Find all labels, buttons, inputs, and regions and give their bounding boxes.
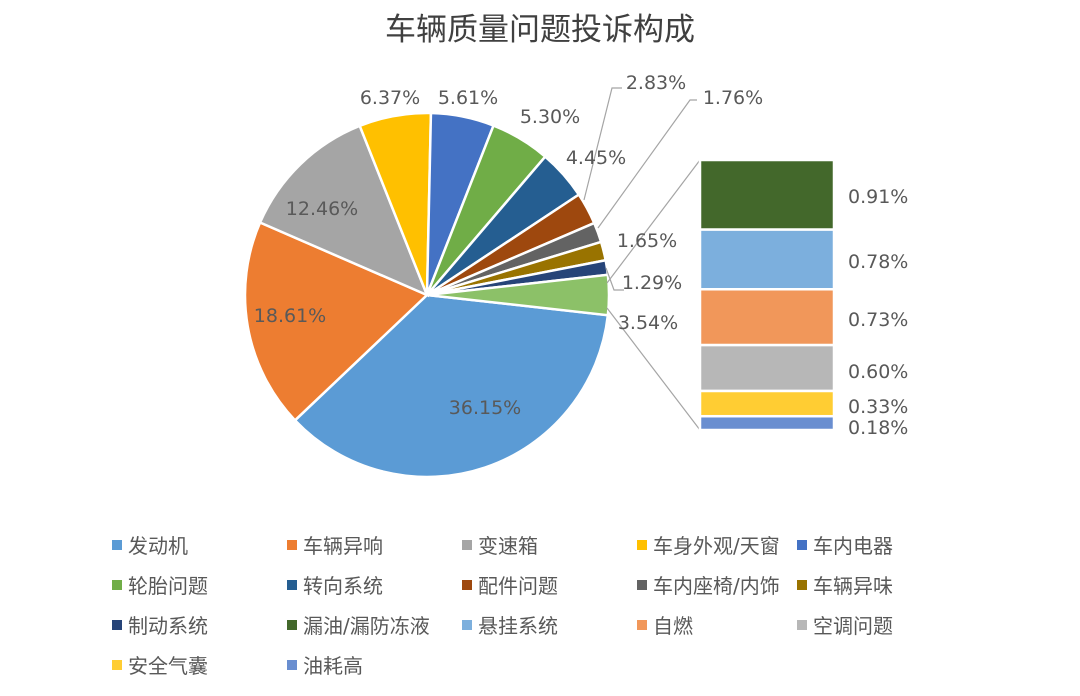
legend-label: 制动系统 [128, 614, 208, 638]
legend-item: 车辆异味 [797, 570, 893, 599]
leader-line [583, 87, 622, 201]
connector-line [606, 307, 701, 431]
legend-label: 空调问题 [813, 614, 893, 638]
legend-swatch [637, 539, 647, 550]
legend-label: 油耗高 [303, 654, 363, 678]
legend-item: 发动机 [112, 530, 188, 559]
legend-item: 变速箱 [462, 530, 538, 559]
bar-segment [698, 389, 836, 418]
legend-swatch [797, 539, 807, 550]
legend-item: 车内电器 [797, 530, 893, 559]
connector-line [606, 159, 701, 284]
bar-segment [698, 343, 836, 393]
data-label: 18.61% [254, 305, 326, 327]
legend-swatch [462, 539, 472, 550]
legend-item: 油耗高 [287, 650, 363, 679]
legend-item: 漏油/漏防冻液 [287, 610, 430, 639]
bar-data-label: 0.18% [848, 417, 908, 439]
legend-swatch [797, 619, 807, 630]
legend-label: 配件问题 [478, 574, 558, 598]
legend-item: 安全气囊 [112, 650, 208, 679]
data-label: 3.54% [618, 312, 678, 334]
legend-label: 自燃 [653, 614, 693, 638]
legend-swatch [462, 579, 472, 590]
legend-swatch [112, 539, 122, 550]
data-label: 5.30% [520, 106, 580, 128]
legend-item: 制动系统 [112, 610, 208, 639]
bar-data-label: 0.73% [848, 309, 908, 331]
legend-label: 轮胎问题 [128, 574, 208, 598]
legend-item: 悬挂系统 [462, 610, 558, 639]
data-label: 6.37% [360, 87, 420, 109]
legend-swatch [797, 579, 807, 590]
legend-label: 车内座椅/内饰 [653, 574, 780, 598]
legend-swatch [462, 619, 472, 630]
legend-item: 空调问题 [797, 610, 893, 639]
bar-data-label: 0.78% [848, 251, 908, 273]
legend-label: 漏油/漏防冻液 [303, 614, 430, 638]
legend-label: 发动机 [128, 534, 188, 558]
legend-swatch [287, 619, 297, 630]
legend-swatch [637, 619, 647, 630]
data-label: 5.61% [438, 87, 498, 109]
chart-title: 车辆质量问题投诉构成 [385, 12, 695, 48]
data-label: 1.76% [703, 87, 763, 109]
legend-swatch [637, 579, 647, 590]
legend-label: 变速箱 [478, 534, 538, 558]
legend-label: 车辆异味 [813, 574, 893, 598]
pie-slice [293, 293, 610, 479]
pie-slice [258, 124, 430, 298]
legend-swatch [287, 659, 297, 670]
legend-label: 安全气囊 [128, 654, 208, 678]
legend-label: 转向系统 [303, 574, 383, 598]
legend-swatch [112, 579, 122, 590]
data-label: 2.83% [626, 72, 686, 94]
legend-item: 配件问题 [462, 570, 558, 599]
bar-data-label: 0.33% [848, 396, 908, 418]
data-label: 1.65% [617, 230, 677, 252]
pie-slice [243, 220, 430, 423]
leader-line [605, 267, 624, 291]
legend-item: 车辆异响 [287, 530, 383, 559]
data-label: 1.29% [622, 272, 682, 294]
legend-label: 车辆异响 [303, 534, 383, 558]
legend-swatch [287, 579, 297, 590]
legend-swatch [112, 619, 122, 630]
legend-item: 车内座椅/内饰 [637, 570, 780, 599]
bar-segment [698, 288, 836, 347]
legend-item: 转向系统 [287, 570, 383, 599]
legend-swatch [112, 659, 122, 670]
legend-label: 车内电器 [813, 534, 893, 558]
legend-swatch [287, 539, 297, 550]
bar-segment [698, 158, 836, 231]
legend-item: 轮胎问题 [112, 570, 208, 599]
bar-segment [698, 414, 836, 432]
data-label: 36.15% [449, 397, 521, 419]
data-label: 12.46% [286, 198, 358, 220]
legend-item: 车身外观/天窗 [637, 530, 780, 559]
leader-line [597, 99, 697, 229]
legend-label: 车身外观/天窗 [653, 534, 780, 558]
data-label: 4.45% [566, 147, 626, 169]
bar-segment [698, 228, 836, 291]
bar-data-label: 0.60% [848, 361, 908, 383]
bar-data-label: 0.91% [848, 186, 908, 208]
legend-item: 自燃 [637, 610, 693, 639]
legend-label: 悬挂系统 [478, 614, 558, 638]
